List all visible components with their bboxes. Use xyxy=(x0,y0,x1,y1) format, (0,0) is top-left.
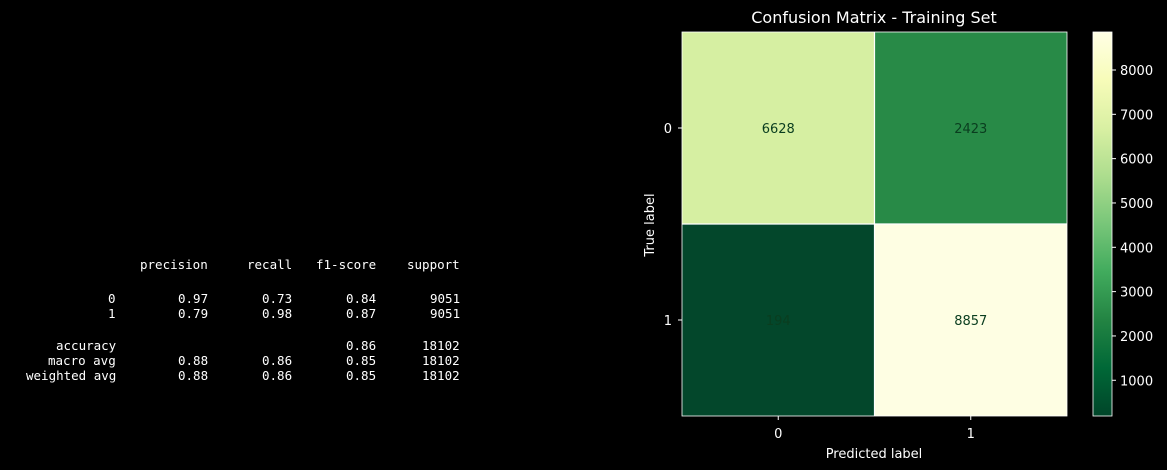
matrix-cell-0-1 xyxy=(874,32,1067,224)
matrix-cell-value: 8857 xyxy=(954,314,987,329)
report-row-label: macro avg xyxy=(48,353,116,368)
colorbar-tick-label: 6000 xyxy=(1120,153,1153,168)
report-value: 0.87 xyxy=(346,306,377,321)
colorbar-tick-label: 1000 xyxy=(1120,374,1153,389)
report-value: 9051 xyxy=(430,291,461,306)
matrix-cell-1-0 xyxy=(682,224,875,416)
matrix-cell-value: 194 xyxy=(766,314,791,329)
report-value: 18102 xyxy=(422,338,460,353)
matrix-cell-value: 2423 xyxy=(954,122,987,137)
report-header: precision xyxy=(140,257,208,272)
report-value: 0.88 xyxy=(178,353,209,368)
y-tick-label: 0 xyxy=(664,122,672,137)
report-value: 9051 xyxy=(430,306,461,321)
colorbar-tick-label: 3000 xyxy=(1120,286,1153,301)
classification-report: precision recall f1-score support 0 0.97 0.73 0… xyxy=(26,257,461,383)
colorbar-tick-label: 2000 xyxy=(1120,330,1153,345)
matrix-cell-0-0 xyxy=(682,32,875,224)
report-value: 0.88 xyxy=(178,368,209,383)
report-header: f1-score xyxy=(316,257,377,272)
report-value: 0.86 xyxy=(262,368,293,383)
plot-frame xyxy=(681,31,1068,417)
report-value: 0.73 xyxy=(262,291,293,306)
report-value: 0.98 xyxy=(262,306,293,321)
y-tick-label: 1 xyxy=(664,314,672,329)
report-row-label: weighted avg xyxy=(26,368,117,383)
x-tick-label: 1 xyxy=(967,427,975,442)
colorbar-tick-label: 8000 xyxy=(1120,64,1153,79)
y-axis-label: True label xyxy=(643,193,658,257)
report-value: 0.85 xyxy=(346,353,377,368)
report-value: 0.86 xyxy=(262,353,293,368)
report-value: 0.85 xyxy=(346,368,377,383)
report-value: 18102 xyxy=(422,353,460,368)
matrix-cell-value: 6628 xyxy=(762,122,795,137)
report-value: 0.79 xyxy=(178,306,209,321)
report-value: 18102 xyxy=(422,368,460,383)
report-row-label: 1 xyxy=(108,306,116,321)
report-value: 0.84 xyxy=(346,291,377,306)
report-value: 0.86 xyxy=(346,338,377,353)
x-tick-label: 0 xyxy=(774,427,782,442)
chart-title: Confusion Matrix - Training Set xyxy=(751,8,996,27)
x-axis-label: Predicted label xyxy=(826,447,923,462)
report-header: recall xyxy=(247,257,293,272)
report-row-label: accuracy xyxy=(56,338,117,353)
report-header: support xyxy=(407,257,460,272)
colorbar-tick-label: 5000 xyxy=(1120,197,1153,212)
colorbar-tick-label: 4000 xyxy=(1120,241,1153,256)
colorbar-tick-label: 7000 xyxy=(1120,108,1153,123)
report-value: 0.97 xyxy=(178,291,209,306)
colorbar xyxy=(1092,31,1113,417)
report-row-label: 0 xyxy=(108,291,116,306)
matrix-cell-1-1 xyxy=(874,224,1067,416)
